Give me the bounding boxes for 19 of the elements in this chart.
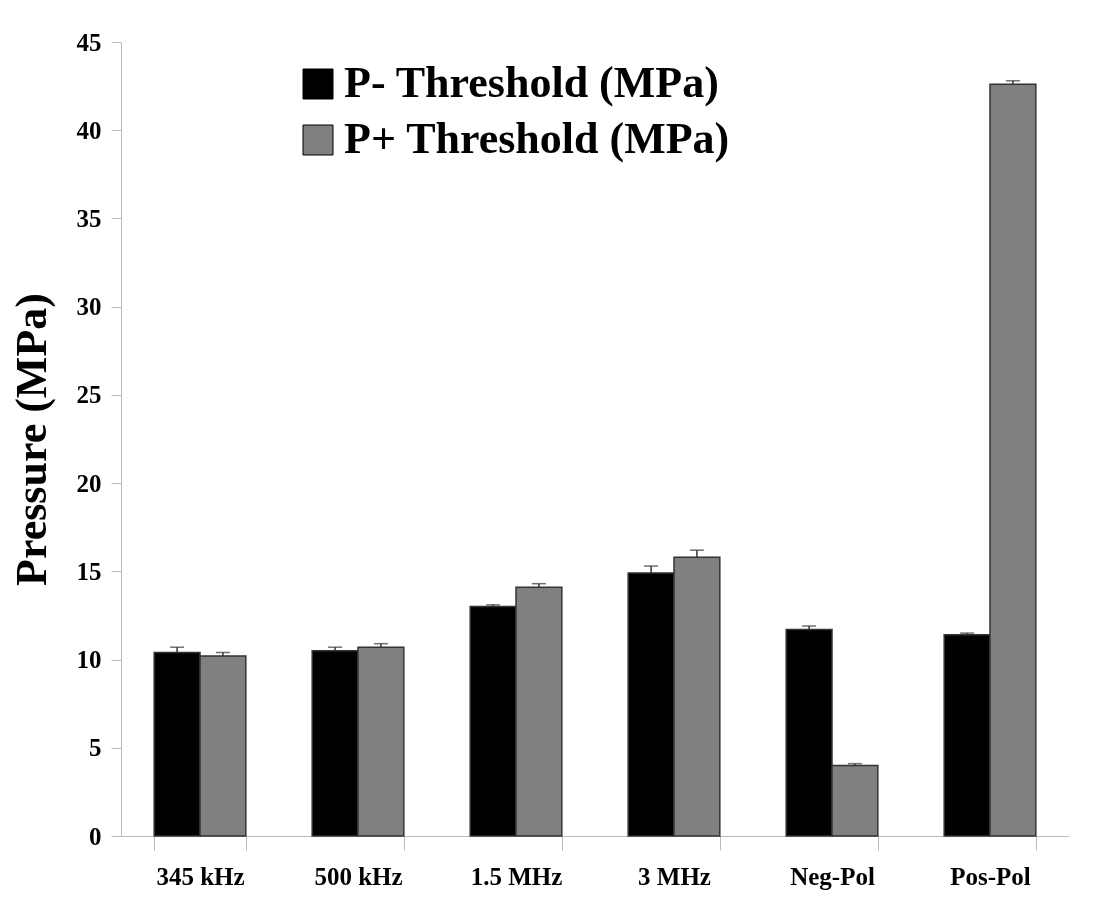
x-tick-label: 500 kHz (314, 862, 403, 890)
x-tick-label: 3 MHz (638, 862, 711, 890)
y-tick-label: 10 (76, 646, 102, 674)
x-tick-label: Pos-Pol (950, 862, 1031, 890)
y-tick-label: 15 (76, 557, 102, 585)
legend-label: P+ Threshold (MPa) (344, 114, 730, 163)
y-tick-label: 35 (76, 204, 102, 232)
x-tick-label: 345 kHz (156, 862, 245, 890)
y-tick-label: 40 (76, 116, 102, 144)
y-tick-label: 0 (89, 822, 102, 850)
y-tick-label: 20 (76, 469, 102, 497)
y-axis-title: Pressure (MPa) (6, 293, 56, 586)
legend-label: P- Threshold (MPa) (344, 58, 719, 107)
x-tick-label: 1.5 MHz (470, 862, 563, 890)
y-tick-label: 5 (89, 734, 102, 762)
y-tick-label: 30 (76, 293, 102, 321)
x-tick-label: Neg-Pol (790, 862, 875, 890)
y-tick-label: 45 (76, 28, 102, 56)
y-tick-label: 25 (76, 381, 102, 409)
